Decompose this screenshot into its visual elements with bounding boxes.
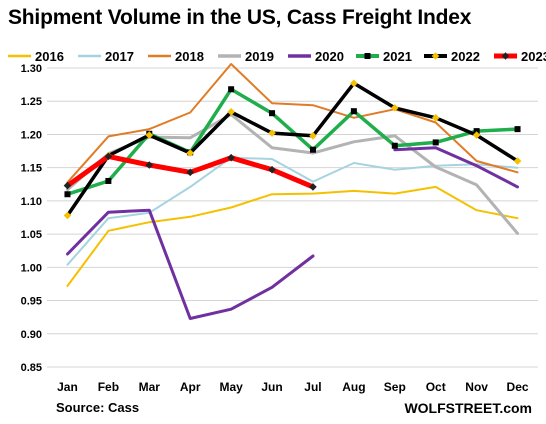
x-tick-label: Feb [98,380,119,394]
legend-item-2018: 2018 [148,49,204,64]
legend-label: 2017 [105,49,134,64]
data-point [350,108,357,115]
series-line [393,146,519,189]
x-tick-label: May [219,380,243,394]
legend-item-2021: 2021 [356,49,412,64]
y-tick-label: 1.10 [21,196,42,208]
x-tick-label: Jun [261,380,282,394]
y-tick-label: 1.20 [21,129,42,141]
legend-item-2019: 2019 [218,49,274,64]
x-tick-label: Dec [507,380,529,394]
y-tick-label: 0.85 [21,362,42,374]
brand-label: WOLFSTREET.com [404,400,532,416]
x-tick-label: Apr [180,380,201,394]
legend-marker [501,52,510,60]
data-point [186,149,195,157]
data-point [227,153,235,162]
y-tick-label: 1.15 [21,163,42,175]
legend-item-2020: 2020 [288,49,344,64]
legend-item-2017: 2017 [78,49,134,64]
data-point [186,168,195,177]
series-line [66,156,519,266]
y-tick-label: 1.30 [21,63,42,75]
x-tick-label: Oct [426,380,446,394]
legend-item-2023: 2023 [494,49,546,64]
data-point [391,142,398,149]
y-tick-label: 1.05 [21,229,42,241]
plot-area [63,63,522,320]
grid [47,67,538,368]
series-2017 [66,156,519,266]
data-point [227,108,235,116]
y-axis: 0.85 0.90 0.95 1.00 1.05 1.10 1.15 1.20 1.25 1.30 [21,63,42,374]
x-tick-label: Aug [342,380,365,394]
data-point [269,110,276,117]
data-point [431,114,440,122]
legend-label: 2020 [315,49,344,64]
legend-label: 2018 [175,49,204,64]
data-point [513,157,522,165]
data-point [228,86,235,93]
chart-title: Shipment Volume in the US, Cass Freight … [8,6,472,29]
series-line [65,87,520,196]
data-point [63,181,72,190]
series-2021 [64,86,521,198]
data-point [105,177,112,184]
series-2016 [66,185,519,287]
x-tick-label: Nov [465,380,488,394]
y-tick-label: 0.90 [21,329,42,341]
data-point [390,104,399,112]
legend-label: 2021 [383,49,412,64]
legend-label: 2022 [451,49,480,64]
data-point [309,146,316,153]
x-axis: Jan Feb Mar Apr May Jun Jul Aug Sep Oct Nov Dec [57,380,529,394]
series-2018 [66,63,519,184]
legend-label: 2016 [35,49,64,64]
data-point [309,131,317,140]
legend-item-2022: 2022 [424,49,480,64]
data-point [268,129,276,137]
data-point [145,161,154,169]
legend-item-2016: 2016 [8,49,64,64]
data-point [64,191,71,198]
data-point [104,152,113,161]
legend: 2016 2017 2018 2019 2020 2021 2022 2023 [8,49,546,64]
y-tick-label: 1.00 [21,262,42,274]
series-2020 [66,146,519,320]
series-line [66,63,519,184]
data-point [432,139,439,146]
legend-label: 2023 [521,49,546,64]
data-point [268,165,276,174]
data-point [309,183,317,191]
data-point [473,128,480,135]
series-2023 [63,152,317,191]
legend-marker [431,52,440,60]
data-point [472,131,481,139]
y-tick-label: 1.25 [21,96,42,108]
source-label: Source: Cass [56,400,140,415]
x-tick-label: Jul [304,380,321,394]
series-line [66,208,315,320]
series-line [65,81,520,218]
data-point [63,211,72,220]
series-line [66,185,519,287]
x-tick-label: Jan [57,380,78,394]
x-tick-label: Mar [139,380,161,394]
x-tick-label: Sep [384,380,406,394]
data-point [350,79,358,88]
data-point [514,126,521,133]
legend-label: 2019 [245,49,274,64]
data-point [145,131,154,139]
legend-marker [364,53,371,59]
y-tick-label: 0.95 [21,296,42,308]
